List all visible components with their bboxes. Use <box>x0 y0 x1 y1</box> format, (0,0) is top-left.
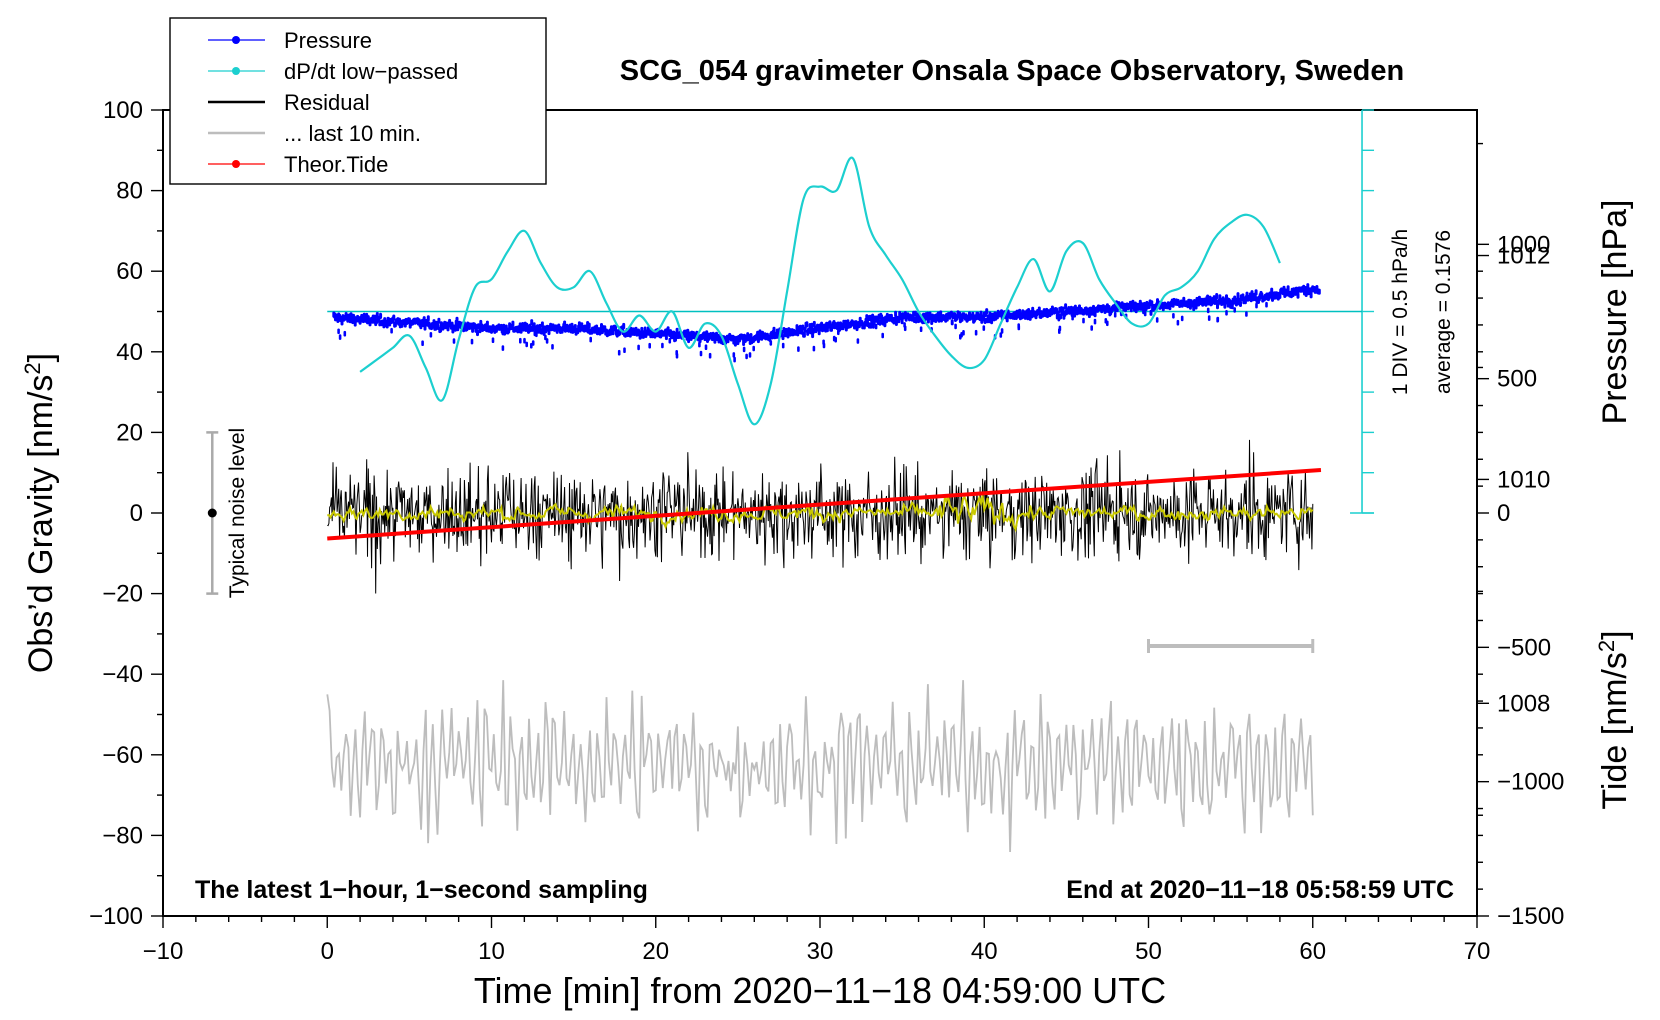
pressure-tick-label: 1012 <box>1497 243 1550 270</box>
x-tick-label: 70 <box>1464 938 1491 965</box>
legend-item-pressure: Pressure <box>208 28 372 53</box>
x-tick-label: 40 <box>971 938 998 965</box>
legend: Pressure dP/dt low−passed Residual ... l… <box>169 17 547 185</box>
y-axis-label-pressure: Pressure [hPa] <box>1596 200 1634 425</box>
y-tick-label: −40 <box>102 661 143 688</box>
x-tick-label: 50 <box>1135 938 1162 965</box>
theoretical-tide-line <box>327 468 1322 541</box>
y-tick-label: −80 <box>102 822 143 849</box>
y-axis-pressure: 1012 1010 1008 <box>1477 142 1550 816</box>
y-tick-label: −20 <box>102 581 143 608</box>
tide-tick-label: −500 <box>1497 634 1551 661</box>
y-axis-label-tide-close: ] <box>1596 630 1634 639</box>
y-tick-label: 0 <box>130 500 143 527</box>
x-tick-label: 10 <box>478 938 505 965</box>
ten-minute-bar <box>1147 638 1315 653</box>
div-label: 1 DIV = 0.5 hPa/h <box>1389 229 1412 395</box>
legend-label-tide: Theor.Tide <box>284 152 388 177</box>
tide-tick-label: 1000 <box>1497 231 1550 258</box>
x-tick-label: 30 <box>807 938 834 965</box>
noise-level-bar <box>206 431 219 595</box>
y-axis-label-gravity-sup: 2 <box>20 362 45 374</box>
y-axis-label-tide-sup: 2 <box>1594 640 1619 652</box>
average-label: average = 0.1576 <box>1432 230 1455 394</box>
legend-label-pressure: Pressure <box>284 28 372 53</box>
y-tick-label: 100 <box>103 97 143 124</box>
dpdt-series-line <box>359 156 1281 426</box>
x-tick-label: 0 <box>321 938 334 965</box>
annotation-end-time: End at 2020−11−18 05:58:59 UTC <box>1066 876 1454 904</box>
y-tick-label: −100 <box>89 903 143 930</box>
pressure-tick-label: 1010 <box>1497 466 1550 493</box>
x-axis-label: Time [min] from 2020−11−18 04:59:00 UTC <box>474 970 1166 1011</box>
tide-tick-label: −1500 <box>1497 903 1564 930</box>
y-tick-label: −60 <box>102 742 143 769</box>
tide-tick-label: −1000 <box>1497 769 1564 796</box>
noise-level-label: Typical noise level <box>226 428 249 598</box>
annotation-sampling: The latest 1−hour, 1−second sampling <box>195 876 648 904</box>
y-axis-label-gravity-text: Obs’d Gravity [nm/s <box>22 375 60 674</box>
pressure-outliers <box>337 301 1268 363</box>
y-axis-label-tide: Tide [nm/s2] <box>1594 630 1635 809</box>
tide-tick-label: 500 <box>1497 366 1537 393</box>
last-10-min-series-line <box>326 680 1314 853</box>
legend-item-dpdt: dP/dt low−passed <box>208 59 458 84</box>
noise-bar-dot <box>207 508 217 518</box>
legend-label-dpdt: dP/dt low−passed <box>284 59 458 84</box>
tide-tick-label: 0 <box>1497 500 1510 527</box>
pressure-tick-label: 1008 <box>1497 690 1550 717</box>
legend-label-last10: ... last 10 min. <box>284 121 421 146</box>
legend-item-residual: Residual <box>208 90 370 115</box>
legend-item-tide: Theor.Tide <box>208 152 388 177</box>
y-tick-label: 80 <box>116 178 143 205</box>
y-tick-label: 60 <box>116 258 143 285</box>
residual-series-line <box>327 439 1314 594</box>
y-axis-label-gravity: Obs’d Gravity [nm/s2] <box>20 353 61 673</box>
pressure-series <box>332 283 1321 363</box>
x-tick-label: 60 <box>1299 938 1326 965</box>
x-tick-label: 20 <box>642 938 669 965</box>
x-tick-label: −10 <box>143 938 184 965</box>
y-tick-label: 20 <box>116 419 143 446</box>
y-axis-gravity: 100 80 60 40 20 0 −20 −40 −60 −80 −100 <box>89 97 163 930</box>
chart-title: SCG_054 gravimeter Onsala Space Observat… <box>620 55 1404 87</box>
x-axis: −10 0 10 20 30 40 50 60 70 <box>143 916 1491 965</box>
legend-item-last10: ... last 10 min. <box>208 121 421 146</box>
y-axis-label-tide-text: Tide [nm/s <box>1596 652 1634 809</box>
y-axis-tide: 1000 500 0 −500 −1000 −1500 <box>1477 231 1564 930</box>
legend-label-residual: Residual <box>284 90 370 115</box>
y-axis-label-gravity-close: ] <box>22 353 60 362</box>
residual-smoothed-line <box>327 494 1314 533</box>
y-tick-label: 40 <box>116 339 143 366</box>
pressure-points <box>332 283 1321 347</box>
